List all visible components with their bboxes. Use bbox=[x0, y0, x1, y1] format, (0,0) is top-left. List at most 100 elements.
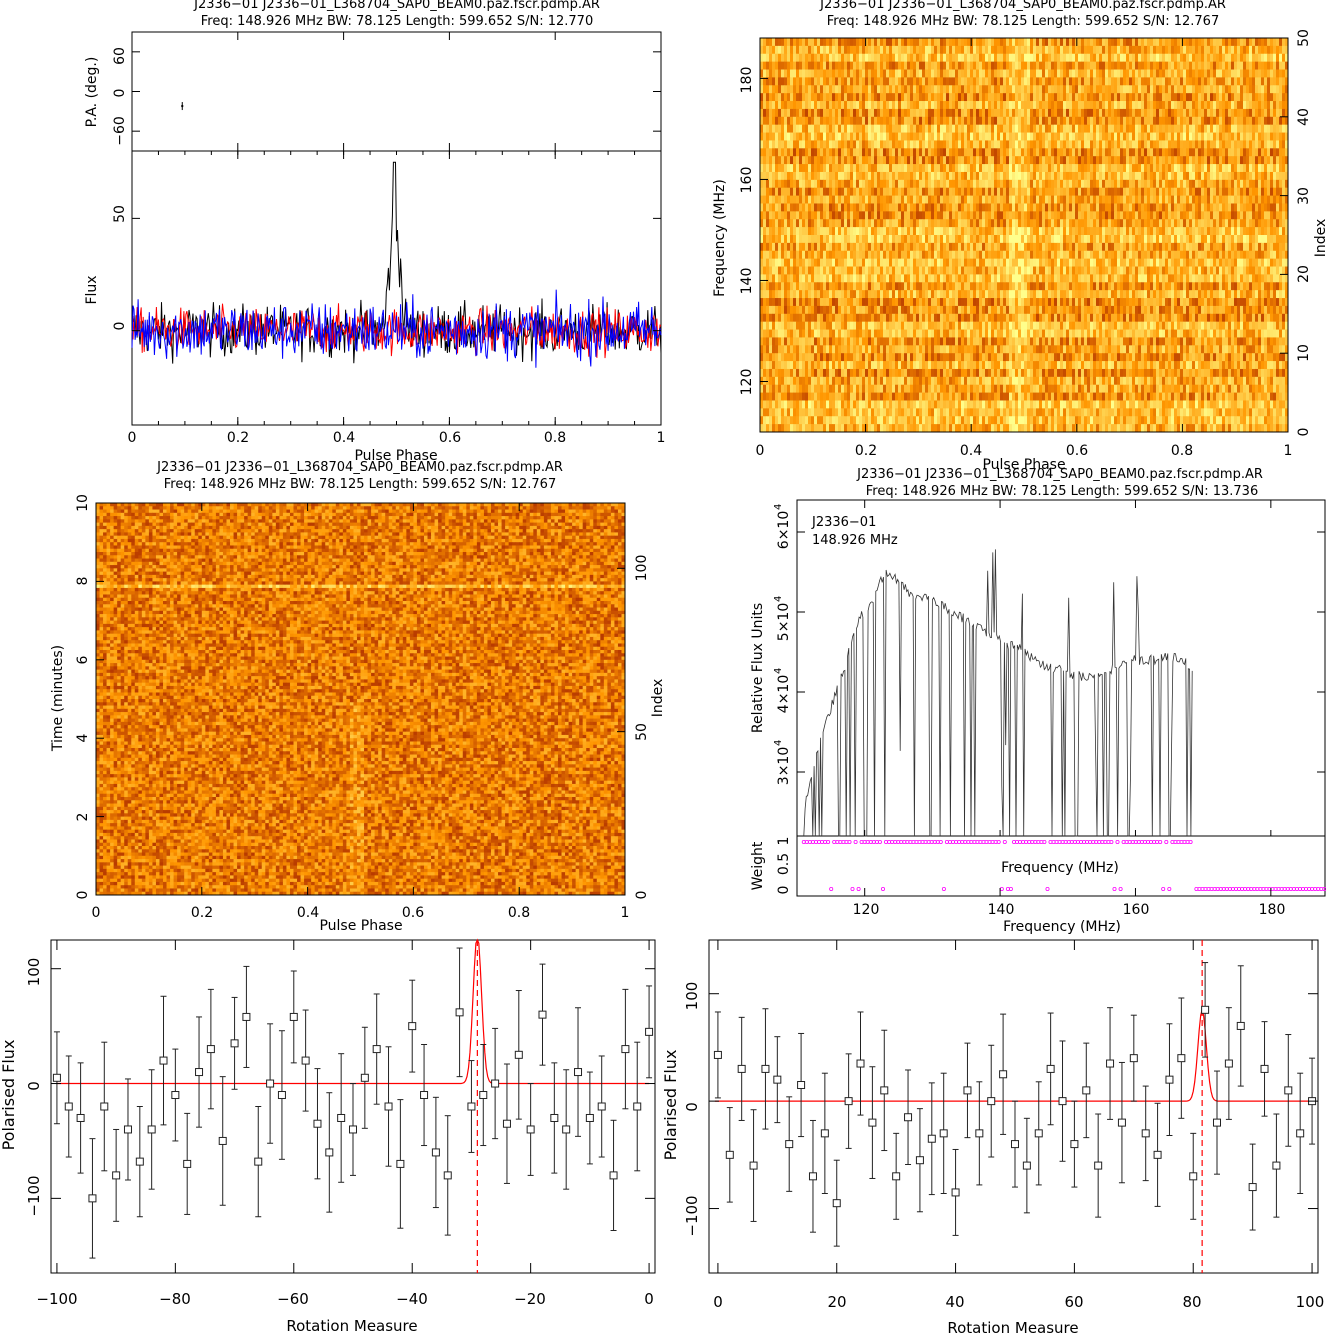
heat-cell bbox=[1102, 85, 1105, 93]
heat-cell bbox=[862, 46, 865, 54]
heat-cell bbox=[1165, 148, 1168, 156]
heat-cell bbox=[1195, 54, 1198, 62]
heat-cell bbox=[1144, 77, 1147, 85]
heat-cell bbox=[880, 101, 883, 109]
heat-cell bbox=[808, 38, 811, 46]
heat-cell bbox=[808, 219, 811, 227]
heat-cell bbox=[1093, 77, 1096, 85]
heat-cell bbox=[1093, 70, 1096, 78]
heat-cell bbox=[781, 164, 784, 172]
heat-cell bbox=[859, 77, 862, 85]
heat-cell bbox=[1144, 188, 1147, 196]
heat-cell bbox=[1276, 62, 1279, 70]
heat-cell bbox=[829, 164, 832, 172]
heat-cell bbox=[1201, 203, 1204, 211]
heat-cell bbox=[1012, 140, 1015, 148]
heat-cell bbox=[1183, 62, 1186, 70]
heat-cell bbox=[1102, 188, 1105, 196]
heat-cell bbox=[949, 54, 952, 62]
heat-cell bbox=[880, 109, 883, 117]
heat-cell bbox=[766, 203, 769, 211]
heat-cell bbox=[1168, 117, 1171, 125]
heat-cell bbox=[862, 211, 865, 219]
heat-cell bbox=[1144, 203, 1147, 211]
heat-cell bbox=[871, 70, 874, 78]
heat-cell bbox=[898, 148, 901, 156]
heat-cell bbox=[1012, 196, 1015, 204]
heat-cell bbox=[1168, 156, 1171, 164]
heat-cell bbox=[1192, 117, 1195, 125]
heat-cell bbox=[880, 85, 883, 93]
heat-cell bbox=[1111, 211, 1114, 219]
heat-cell bbox=[961, 117, 964, 125]
heat-cell bbox=[793, 117, 796, 125]
heat-cell bbox=[970, 46, 973, 54]
heat-cell bbox=[1219, 156, 1222, 164]
heat-cell bbox=[877, 164, 880, 172]
heat-cell bbox=[1003, 203, 1006, 211]
heat-cell bbox=[1186, 196, 1189, 204]
heat-cell bbox=[1042, 70, 1045, 78]
heat-cell bbox=[838, 219, 841, 227]
heat-cell bbox=[1108, 93, 1111, 101]
heat-cell bbox=[940, 117, 943, 125]
heat-cell bbox=[1243, 211, 1246, 219]
heat-cell bbox=[1246, 211, 1249, 219]
heat-cell bbox=[1126, 70, 1129, 78]
heat-cell bbox=[859, 235, 862, 243]
heat-cell bbox=[817, 140, 820, 148]
heat-cell bbox=[781, 77, 784, 85]
heat-cell bbox=[787, 117, 790, 125]
heat-cell bbox=[910, 203, 913, 211]
heat-cell bbox=[838, 203, 841, 211]
heat-cell bbox=[934, 93, 937, 101]
heat-cell bbox=[1225, 125, 1228, 133]
heat-cell bbox=[838, 133, 841, 141]
heat-cell bbox=[1168, 77, 1171, 85]
heat-cell bbox=[1201, 77, 1204, 85]
heat-cell bbox=[853, 38, 856, 46]
heat-cell bbox=[1069, 77, 1072, 85]
heat-cell bbox=[1081, 156, 1084, 164]
heat-cell bbox=[763, 133, 766, 141]
heat-cell bbox=[817, 156, 820, 164]
heat-cell bbox=[1051, 219, 1054, 227]
heat-cell bbox=[940, 251, 943, 259]
heat-cell bbox=[1072, 227, 1075, 235]
heat-cell bbox=[838, 243, 841, 251]
heat-cell bbox=[1189, 180, 1192, 188]
heat-cell bbox=[1177, 125, 1180, 133]
heat-cell bbox=[793, 235, 796, 243]
heat-cell bbox=[898, 211, 901, 219]
heat-cell bbox=[1120, 219, 1123, 227]
heat-cell bbox=[1015, 227, 1018, 235]
heat-cell bbox=[1240, 148, 1243, 156]
heat-cell bbox=[982, 101, 985, 109]
heat-cell bbox=[1234, 219, 1237, 227]
profile-xtick-4: 0.8 bbox=[544, 430, 566, 446]
heat-cell bbox=[1060, 101, 1063, 109]
heat-cell bbox=[910, 101, 913, 109]
heat-cell bbox=[1264, 243, 1267, 251]
heat-cell bbox=[883, 133, 886, 141]
heat-cell bbox=[868, 62, 871, 70]
heat-cell bbox=[1126, 211, 1129, 219]
heat-cell bbox=[1069, 180, 1072, 188]
heat-cell bbox=[1048, 251, 1051, 259]
heat-cell bbox=[844, 93, 847, 101]
heat-cell bbox=[1039, 77, 1042, 85]
heat-cell bbox=[1144, 38, 1147, 46]
heat-cell bbox=[892, 70, 895, 78]
heat-cell bbox=[1006, 109, 1009, 117]
heat-cell bbox=[1153, 77, 1156, 85]
heat-cell bbox=[910, 164, 913, 172]
heat-cell bbox=[1198, 109, 1201, 117]
heat-cell bbox=[901, 180, 904, 188]
heat-cell bbox=[994, 54, 997, 62]
heat-cell bbox=[1000, 172, 1003, 180]
heat-cell bbox=[760, 156, 763, 164]
heat-cell bbox=[1192, 196, 1195, 204]
heat-cell bbox=[991, 109, 994, 117]
heat-cell bbox=[1153, 62, 1156, 70]
heat-cell bbox=[823, 251, 826, 259]
